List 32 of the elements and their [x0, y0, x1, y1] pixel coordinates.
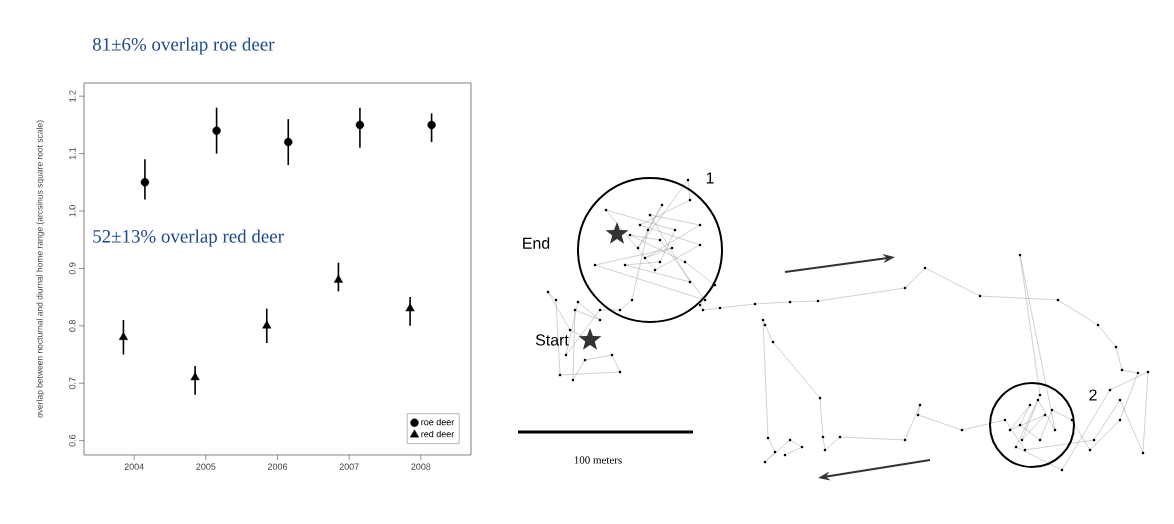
text: End — [523, 237, 550, 249]
y-tick-label: 0.6 — [69, 434, 76, 447]
point — [212, 126, 221, 135]
point — [262, 320, 272, 329]
point — [355, 120, 365, 130]
point — [427, 120, 436, 130]
point — [118, 332, 128, 340]
y-axis-title: overlap between nocturnal and diurnal home range (arcsinus square root scale) — [36, 120, 45, 418]
y-tick-label: 1.2 — [69, 90, 76, 102]
text: Start — [535, 334, 569, 346]
x-tick-label: 2008 — [411, 463, 431, 470]
point — [405, 303, 415, 312]
legend-label: roe deer — [421, 418, 455, 426]
legend-label: red deer — [421, 430, 455, 438]
x-tick-label: 2004 — [124, 463, 144, 470]
point — [333, 274, 343, 283]
y-tick-label: 0.9 — [69, 262, 76, 275]
annotation: 52±13% overlap red deer — [93, 229, 284, 247]
text: 1 — [706, 172, 714, 184]
text: 2 — [1089, 389, 1097, 401]
x-tick-label: 2007 — [339, 463, 359, 470]
text: 81±6% overlap roe deer — [92, 37, 275, 55]
point — [140, 178, 150, 187]
x-tick-label: 2006 — [267, 463, 288, 470]
y-tick-label: 0.8 — [69, 319, 76, 332]
y-tick-label: 1.0 — [69, 205, 76, 217]
point — [190, 372, 200, 381]
y-tick-label: 1.1 — [69, 147, 76, 160]
y-tick-label: 0.7 — [69, 377, 76, 390]
point — [284, 137, 293, 147]
x-tick-label: 2005 — [196, 463, 216, 470]
text: 100 meters — [574, 456, 622, 464]
